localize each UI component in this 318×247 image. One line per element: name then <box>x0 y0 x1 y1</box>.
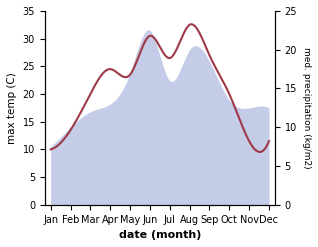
Y-axis label: max temp (C): max temp (C) <box>7 72 17 144</box>
X-axis label: date (month): date (month) <box>119 230 201 240</box>
Y-axis label: med. precipitation (kg/m2): med. precipitation (kg/m2) <box>302 47 311 169</box>
